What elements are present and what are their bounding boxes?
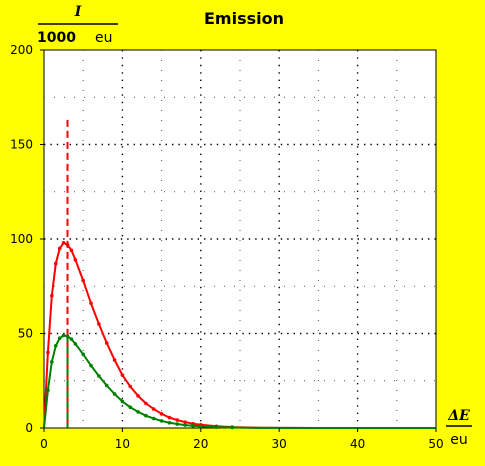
series-point [53, 343, 58, 348]
series-point [151, 416, 156, 421]
y-tick-label: 50 [18, 327, 33, 341]
series-point [61, 240, 66, 245]
y-axis-unit-number: 1000 [37, 30, 76, 46]
x-axis-unit: eu [450, 432, 468, 448]
series-point [159, 412, 164, 416]
series-point [128, 405, 133, 410]
chart-title: Emission [204, 9, 284, 28]
series-point [104, 341, 109, 345]
x-tick-label: 50 [428, 437, 443, 451]
series-point [53, 261, 58, 266]
y-axis-unit: eu [95, 30, 113, 46]
x-tick-label: 20 [193, 437, 208, 451]
series-point [167, 415, 172, 420]
series-point [61, 333, 66, 338]
series-point [65, 334, 70, 339]
tick-labels: 0 10 20 30 40 50 0 50 100 150 200 [10, 43, 444, 451]
series-point [230, 425, 234, 430]
y-axis-symbol: I [74, 4, 82, 20]
series-point [136, 394, 140, 398]
x-tick-label: 40 [350, 437, 365, 451]
series-point [57, 336, 62, 341]
y-tick-label: 200 [10, 43, 33, 57]
y-tick-label: 0 [25, 421, 33, 435]
series-point [175, 418, 180, 422]
series-point [89, 301, 93, 306]
series-point [136, 410, 140, 414]
series-point [104, 383, 109, 388]
series-point [151, 407, 156, 411]
series-point [183, 423, 187, 427]
series-point [128, 384, 133, 389]
series-point [73, 342, 78, 346]
series-point [120, 373, 125, 377]
series-point [46, 388, 50, 393]
series-point [175, 422, 180, 426]
series-point [97, 322, 101, 326]
x-tick-label: 0 [40, 437, 48, 451]
series-point [120, 399, 125, 404]
y-tick-label: 100 [10, 232, 33, 246]
series-point [81, 352, 85, 357]
x-axis-symbol: ΔE [447, 408, 470, 424]
x-tick-label: 30 [272, 437, 287, 451]
series-point [214, 425, 219, 429]
series-point [69, 248, 74, 253]
series-point [50, 293, 54, 298]
x-tick-label: 10 [115, 437, 130, 451]
series-point [57, 246, 62, 251]
series-point [144, 401, 148, 406]
series-group [43, 119, 436, 430]
series-point [50, 360, 54, 364]
y-tick-label: 150 [10, 138, 33, 152]
series-point [69, 337, 74, 341]
series-point [144, 413, 148, 418]
series-point [89, 363, 93, 368]
series-point [81, 278, 85, 283]
series-point [65, 242, 70, 247]
series-point [159, 419, 164, 423]
series-point [73, 257, 78, 262]
series-point [167, 421, 172, 425]
series-point [183, 420, 187, 424]
series-point [191, 424, 195, 428]
series-point [97, 374, 101, 378]
series-point [46, 350, 50, 355]
series-point [199, 424, 203, 429]
series-point [112, 358, 117, 362]
series-point [112, 392, 117, 396]
grid [44, 50, 436, 428]
